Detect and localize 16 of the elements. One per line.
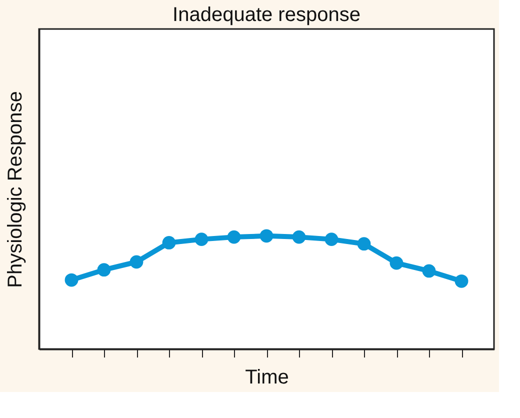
point <box>324 232 338 246</box>
point <box>227 230 241 244</box>
y-axis-title: Physiologic Response <box>4 91 26 288</box>
point <box>162 236 176 250</box>
point <box>422 264 436 278</box>
point <box>130 255 144 269</box>
point <box>454 274 468 288</box>
chart-title: Inadequate response <box>172 4 360 26</box>
point <box>194 232 208 246</box>
point <box>97 263 111 277</box>
point <box>64 273 78 287</box>
x-axis-title: Time <box>245 366 289 388</box>
point <box>390 256 404 270</box>
point <box>357 237 371 251</box>
point <box>292 230 306 244</box>
point <box>260 229 274 243</box>
